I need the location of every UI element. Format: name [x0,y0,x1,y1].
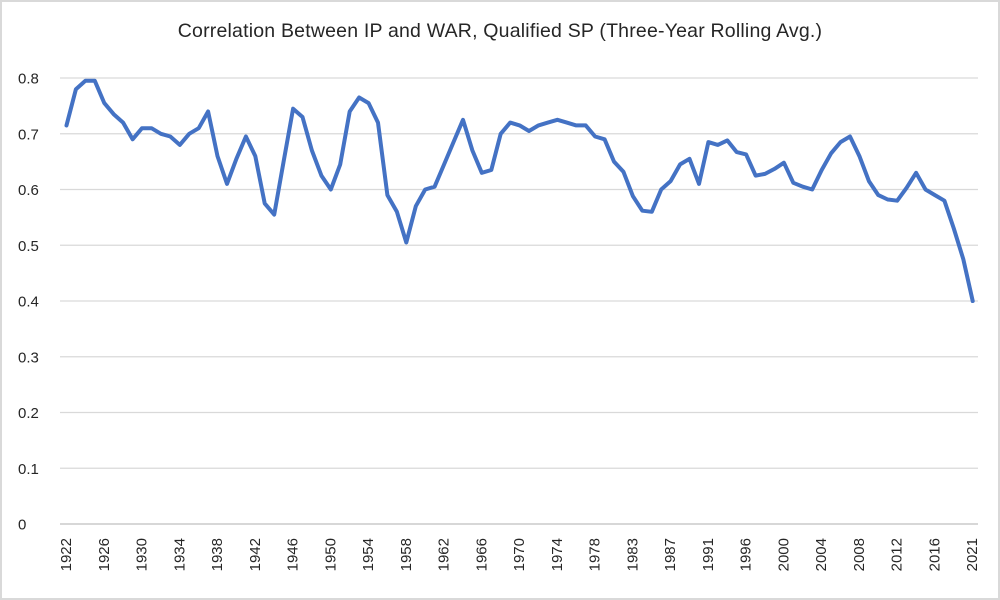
y-axis-label: 0.3 [18,349,39,366]
x-axis-label: 1934 [171,538,188,571]
x-axis-label: 1926 [96,538,113,571]
x-axis-label: 2021 [964,538,981,571]
y-axis-label: 0 [18,517,26,534]
y-axis-label: 0.5 [18,238,39,255]
y-axis-label: 0.8 [18,71,39,88]
y-axis-label: 0.6 [18,182,39,199]
x-axis-label: 1962 [436,538,453,571]
x-axis-label: 2016 [926,538,943,571]
x-axis-label: 1987 [662,538,679,571]
x-axis-label: 1922 [58,538,75,571]
x-axis-label: 2000 [775,538,792,571]
y-axis-label: 0.2 [18,405,39,422]
x-axis-label: 1950 [322,538,339,571]
y-axis-label: 0.4 [18,294,39,311]
chart-title: Correlation Between IP and WAR, Qualifie… [177,20,823,42]
y-axis-label: 0.1 [18,461,39,478]
x-axis-label: 1970 [511,538,528,571]
y-axis-label: 0.7 [18,126,39,143]
x-axis-label: 2004 [813,538,830,571]
data-line [64,78,975,303]
x-axis-label: 1966 [473,538,490,571]
x-axis-label: 1954 [360,538,377,571]
x-axis-label: 1942 [247,538,264,571]
x-axis-label: 2008 [851,538,868,571]
x-axis-label: 1983 [624,538,641,571]
x-axis-label: 1938 [209,538,226,571]
x-axis-label: 2012 [889,538,906,571]
x-axis-label: 1974 [549,538,566,571]
x-axis-label: 1958 [398,538,415,571]
x-axis-label: 1996 [738,538,755,571]
x-axis-label: 1978 [587,538,604,571]
x-axis-label: 1946 [285,538,302,571]
x-axis-label: 1991 [700,538,717,571]
x-axis-label: 1930 [134,538,151,571]
